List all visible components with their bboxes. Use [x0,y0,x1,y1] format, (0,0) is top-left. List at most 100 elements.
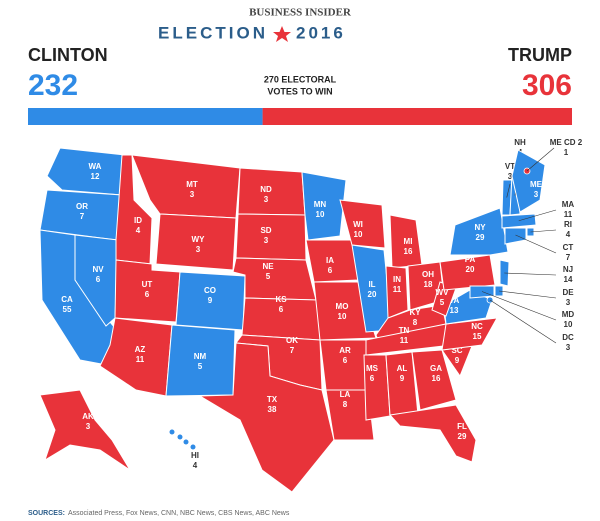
state-votes: 8 [413,318,418,327]
leader-line [481,291,557,321]
state-votes: 5 [440,298,445,307]
state-votes: 18 [424,280,433,289]
leader-line [530,229,557,233]
state-name: NV [92,265,104,274]
state-name: DE [562,288,574,297]
state-votes: 10 [564,320,573,329]
vote-bar [262,108,572,125]
state-name: TX [267,395,278,404]
state-name: MD [562,310,575,319]
state-votes: 10 [354,230,363,239]
state-name: NJ [563,265,573,274]
state [183,439,189,445]
state-name: NC [471,322,483,331]
state-name: MI [404,237,413,246]
state-name: MT [186,180,198,189]
leader-line [526,147,555,172]
state-name: ND [260,185,272,194]
state-votes: 6 [279,305,284,314]
state [504,227,527,245]
state-votes: 3 [534,190,539,199]
state-name: WY [192,235,206,244]
state-name: IN [393,275,401,284]
state-name: AL [397,364,408,373]
state-votes: 6 [145,290,150,299]
state [339,199,386,249]
state-name: OR [76,202,88,211]
state-name: HI [191,451,199,460]
state-name: WV [436,288,450,297]
state [469,285,495,299]
state-name: MS [366,364,379,373]
state-votes: 4 [136,226,141,235]
sources-label: SOURCES: [28,510,65,517]
state-name: LA [340,390,351,399]
state-votes: 29 [476,233,485,242]
leader-line [504,272,557,276]
state-name: NM [194,352,207,361]
star-icon [273,26,291,42]
leader-line [518,209,557,222]
state [511,149,546,213]
state [443,289,493,325]
state-votes: 9 [208,296,213,305]
state-votes: 6 [370,374,375,383]
state-votes: 4 [193,461,198,470]
title: ELECTION [158,23,268,42]
state-name: SD [260,226,271,235]
state-votes: 16 [404,247,413,256]
leader-line [498,290,557,299]
state-name: ME [530,180,543,189]
state [190,444,196,450]
state-name: NE [262,262,274,271]
state-votes: 16 [432,374,441,383]
state-name: OK [286,336,298,345]
state-votes: 3 [86,422,91,431]
state-name: KS [275,295,287,304]
state [449,207,509,256]
state [169,429,175,435]
state-votes: 3 [566,298,571,307]
state [385,265,409,319]
state-votes: 12 [91,172,100,181]
state [235,213,307,261]
state-name: KY [409,308,421,317]
state [389,404,477,463]
state-name: FL [457,422,467,431]
state-name: WA [89,162,102,171]
state-votes: 20 [368,290,377,299]
state-name: NY [474,223,486,232]
state-votes: 8 [343,400,348,409]
state-name: TN [399,326,410,335]
state-votes: 38 [268,405,277,414]
state-votes: 29 [458,432,467,441]
candidate-votes: 306 [522,69,572,102]
sources: Associated Press, Fox News, CNN, NBC New… [68,510,290,517]
state-votes: 3 [264,236,269,245]
leader-line [506,183,511,198]
state [198,342,335,493]
state-votes: 3 [190,190,195,199]
state-votes: 3 [566,343,571,352]
state-name: RI [564,220,572,229]
state-name: AK [82,412,94,421]
state-votes: 7 [566,253,571,262]
state-name: PA [465,255,476,264]
state-votes: 11 [400,336,409,345]
state-votes: 5 [266,272,271,281]
state [411,349,457,411]
state-name: MO [336,302,349,311]
state-name: VT [505,162,515,171]
state-votes: 10 [338,312,347,321]
state-name: MA [562,200,575,209]
candidate-votes: 232 [28,69,78,102]
candidate-name: CLINTON [28,45,108,65]
state-name: ID [134,216,142,225]
state-votes: 9 [400,374,405,383]
state [115,154,153,265]
state-votes: 15 [473,332,482,341]
vote-bar [28,108,263,125]
year: 2016 [296,23,346,42]
state-name: AR [339,346,351,355]
